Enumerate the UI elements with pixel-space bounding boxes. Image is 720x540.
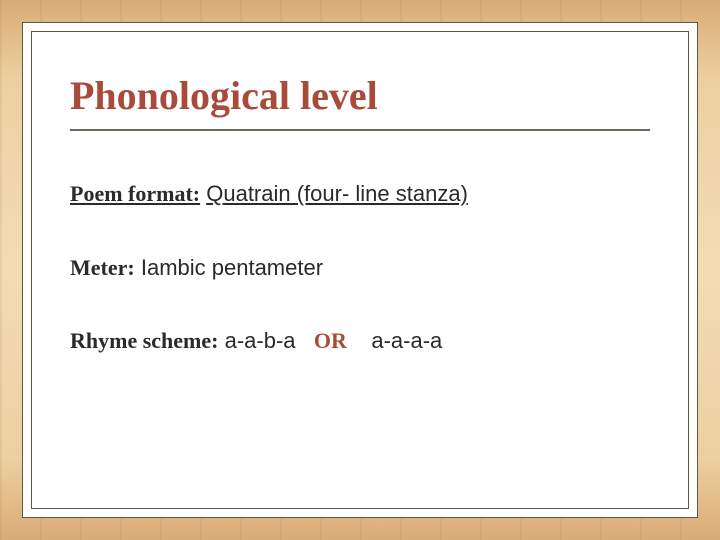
rhyme-scheme-a: a-a-b-a xyxy=(225,328,296,353)
meter-label: Meter: xyxy=(70,255,135,280)
meter-line: Meter: Iambic pentameter xyxy=(70,253,650,283)
rhyme-scheme-or: OR xyxy=(314,328,347,353)
slide-outer-frame: Phonological level Poem format: Quatrain… xyxy=(22,22,698,518)
poem-format-label: Poem format: xyxy=(70,181,200,206)
rhyme-scheme-line: Rhyme scheme: a-a-b-a OR a-a-a-a xyxy=(70,326,650,356)
rhyme-scheme-label: Rhyme scheme: xyxy=(70,328,218,353)
title-divider xyxy=(70,129,650,131)
slide-title: Phonological level xyxy=(70,72,650,119)
poem-format-value: Quatrain (four- line stanza) xyxy=(206,181,468,206)
poem-format-line: Poem format: Quatrain (four- line stanza… xyxy=(70,179,650,209)
slide-inner-frame: Phonological level Poem format: Quatrain… xyxy=(31,31,689,509)
meter-value: Iambic pentameter xyxy=(141,255,323,280)
rhyme-scheme-b: a-a-a-a xyxy=(371,328,442,353)
